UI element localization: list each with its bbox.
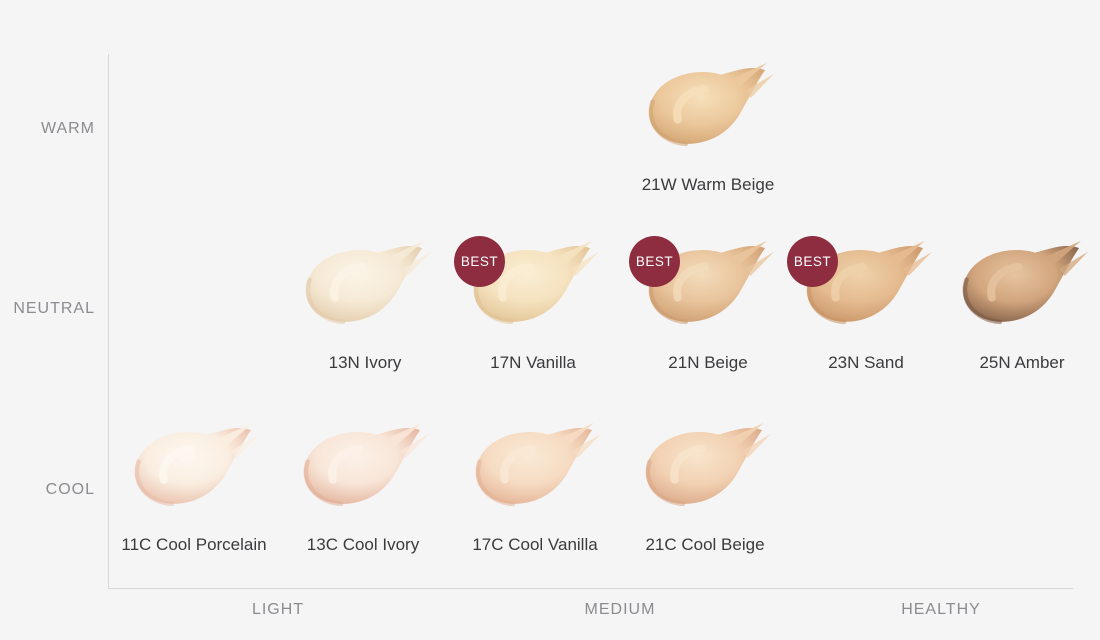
best-badge: BEST xyxy=(629,236,680,287)
shade-item-21w: 21W Warm Beige xyxy=(623,62,793,212)
x-axis-line xyxy=(108,588,1073,589)
shade-label: 17C Cool Vanilla xyxy=(472,535,598,554)
x-axis-label-medium: MEDIUM xyxy=(584,601,656,618)
foundation-swatch xyxy=(475,422,602,507)
shade-item-21n: BEST 21N Beige xyxy=(623,236,793,390)
shade-item-17n: BEST 17N Vanilla xyxy=(448,236,618,390)
best-badge: BEST xyxy=(787,236,838,287)
shade-label: 21N Beige xyxy=(668,353,748,372)
shade-item-11c: 11C Cool Porcelain xyxy=(109,422,279,572)
y-axis-label-neutral: NEUTRAL xyxy=(13,300,95,317)
foundation-swatch xyxy=(305,240,432,325)
shade-item-25n: 25N Amber xyxy=(937,240,1100,390)
shade-label: 13C Cool Ivory xyxy=(306,535,420,554)
y-axis-label-warm: WARM xyxy=(40,120,95,137)
shade-item-21c: 21C Cool Beige xyxy=(620,422,790,572)
shade-item-23n: BEST 23N Sand xyxy=(781,236,951,390)
shade-label: 13N Ivory xyxy=(328,353,402,372)
foundation-swatch xyxy=(303,422,430,507)
shade-label: 17N Vanilla xyxy=(490,353,576,372)
best-badge: BEST xyxy=(454,236,505,287)
x-axis-label-healthy: HEALTHY xyxy=(901,601,981,618)
shade-label: 21W Warm Beige xyxy=(641,175,775,194)
shade-item-13c: 13C Cool Ivory xyxy=(278,422,448,572)
foundation-swatch xyxy=(645,422,772,507)
foundation-swatch xyxy=(962,240,1089,325)
shade-item-13n: 13N Ivory xyxy=(280,240,450,390)
foundation-swatch xyxy=(648,62,775,147)
shade-label: 23N Sand xyxy=(828,353,904,372)
shade-label: 21C Cool Beige xyxy=(645,535,765,554)
x-axis-label-light: LIGHT xyxy=(251,601,305,618)
shade-label: 11C Cool Porcelain xyxy=(121,535,267,554)
shade-label: 25N Amber xyxy=(979,353,1065,372)
shade-item-17c: 17C Cool Vanilla xyxy=(450,422,620,572)
foundation-swatch xyxy=(134,422,261,507)
y-axis-line xyxy=(108,54,109,588)
y-axis-label-cool: COOL xyxy=(45,481,95,498)
